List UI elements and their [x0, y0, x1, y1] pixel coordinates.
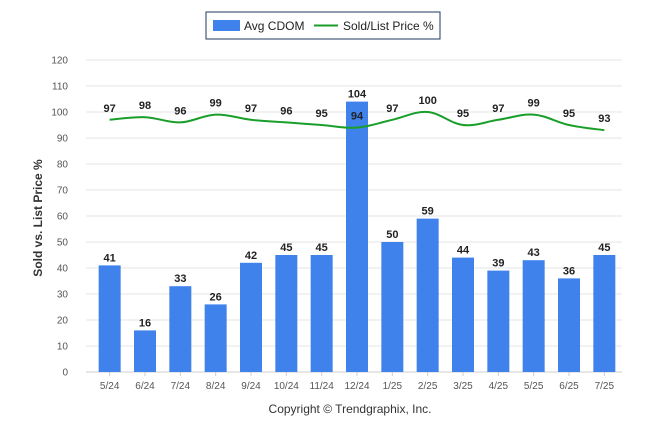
y-tick-label: 60 [57, 212, 69, 223]
y-tick-label: 30 [57, 290, 69, 301]
sold-list-price-line[interactable] [109, 110, 605, 132]
bar[interactable] [452, 257, 474, 372]
line-value-label: 97 [245, 103, 257, 115]
bar[interactable] [381, 242, 404, 372]
line-value-label: 96 [280, 105, 292, 117]
bar-value-label: 45 [280, 242, 292, 254]
x-tick-label: 4/25 [489, 381, 509, 392]
bar[interactable] [134, 330, 156, 372]
bar[interactable] [275, 255, 298, 372]
bar-value-label: 44 [457, 245, 470, 257]
legend-bar-label[interactable]: Avg CDOM [244, 19, 304, 33]
bar[interactable] [346, 101, 368, 372]
y-tick-label: 70 [57, 186, 69, 197]
bar-series [98, 101, 616, 372]
bar[interactable] [416, 218, 439, 372]
bar-data-labels: 41 16 33 26 42 45 45 104 50 59 44 39 43 36 45 [104, 89, 611, 330]
x-tick-label: 7/25 [595, 381, 615, 392]
y-tick-label: 110 [52, 82, 68, 93]
bar-value-label: 41 [104, 252, 116, 264]
bar[interactable] [240, 262, 262, 372]
bar-value-label: 42 [245, 250, 257, 262]
bar[interactable] [522, 260, 545, 372]
y-tick-label: 90 [57, 134, 69, 145]
bar-value-label: 45 [316, 242, 328, 254]
bar[interactable] [169, 286, 192, 372]
line-value-label: 99 [528, 98, 540, 110]
bar-value-label: 39 [492, 258, 504, 270]
copyright-text: Copyright © Trendgraphix, Inc. [269, 402, 432, 416]
y-tick-label: 120 [51, 56, 68, 67]
y-tick-label: 10 [57, 342, 69, 353]
y-tick-label: 80 [57, 160, 69, 171]
y-tick-label: 20 [57, 316, 69, 327]
y-axis-ticks: 0 10 20 30 40 50 60 70 80 90 100 110 120 [51, 56, 68, 379]
y-tick-label: 0 [62, 368, 68, 379]
line-value-label: 99 [210, 98, 222, 110]
line-series [109, 110, 605, 132]
line-value-label: 93 [598, 113, 610, 125]
bar[interactable] [558, 278, 580, 372]
x-axis-ticks: 5/24 6/24 7/24 8/24 9/24 10/24 11/24 12/24 1/25 2… [100, 372, 615, 392]
legend-bar-swatch [213, 20, 240, 31]
bar-value-label: 59 [422, 206, 434, 218]
line-value-label: 97 [386, 103, 398, 115]
bar-value-label: 16 [139, 317, 151, 329]
x-tick-label: 8/24 [206, 381, 226, 392]
x-tick-label: 1/25 [383, 381, 403, 392]
line-value-label: 97 [104, 103, 116, 115]
bar[interactable] [487, 270, 510, 372]
line-value-label: 94 [351, 111, 364, 123]
x-tick-label: 11/24 [310, 381, 335, 392]
x-tick-label: 6/25 [559, 381, 579, 392]
y-tick-label: 100 [51, 108, 68, 119]
x-tick-label: 6/24 [135, 381, 155, 392]
line-value-label: 96 [174, 105, 186, 117]
x-tick-label: 5/25 [524, 381, 544, 392]
y-axis-title: Sold vs. List Price % [31, 159, 45, 277]
x-tick-label: 9/24 [241, 381, 261, 392]
bar[interactable] [310, 255, 333, 372]
bar[interactable] [98, 265, 121, 372]
bar-value-label: 43 [528, 247, 540, 259]
x-tick-label: 2/25 [418, 381, 438, 392]
bar-value-label: 45 [598, 242, 610, 254]
bar[interactable] [204, 304, 227, 372]
x-tick-label: 7/24 [171, 381, 191, 392]
line-value-label: 95 [457, 108, 469, 120]
line-data-labels: 97 98 96 99 97 96 95 94 97 100 95 97 99 95 93 [104, 95, 611, 125]
bar-value-label: 33 [174, 273, 186, 285]
x-tick-label: 12/24 [344, 381, 369, 392]
bar[interactable] [593, 255, 616, 372]
x-tick-label: 3/25 [453, 381, 473, 392]
line-value-label: 95 [316, 108, 328, 120]
line-value-label: 95 [563, 108, 575, 120]
legend-line-label[interactable]: Sold/List Price % [343, 19, 434, 33]
y-tick-label: 40 [57, 264, 69, 275]
x-tick-label: 5/24 [100, 381, 120, 392]
bar-value-label: 36 [563, 265, 575, 277]
x-tick-label: 10/24 [274, 381, 299, 392]
y-tick-label: 50 [57, 238, 69, 249]
legend[interactable]: Avg CDOM Sold/List Price % [205, 11, 441, 40]
bar-value-label: 26 [210, 291, 222, 303]
bar-value-label: 50 [386, 229, 398, 241]
line-value-label: 100 [418, 95, 436, 107]
line-value-label: 97 [492, 103, 504, 115]
line-value-label: 98 [139, 100, 151, 112]
bar-value-label: 104 [348, 89, 367, 101]
